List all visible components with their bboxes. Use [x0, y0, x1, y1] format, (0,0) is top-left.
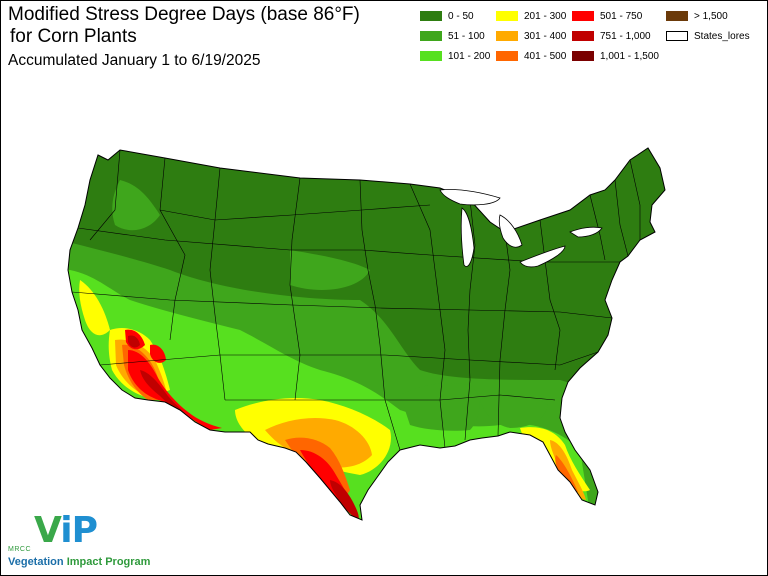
map-title: Modified Stress Degree Days (base 86°F)	[8, 4, 360, 25]
legend-label: 201 - 300	[524, 10, 567, 22]
legend-label: 751 - 1,000	[600, 30, 651, 42]
legend-swatch	[496, 11, 518, 21]
legend-label: States_lores	[694, 30, 750, 42]
legend-swatch	[496, 31, 518, 41]
great-lakes	[439, 189, 603, 268]
mrcc-label: MRCC	[8, 546, 31, 553]
legend-label: 301 - 400	[524, 30, 567, 42]
legend-swatch	[420, 51, 442, 61]
legend-item: 301 - 400	[496, 30, 566, 42]
legend-item: > 1,500	[666, 10, 728, 22]
legend-item: 1,001 - 1,500	[572, 50, 659, 62]
vip-logo: ViP MRCC Vegetation Impact Program	[8, 508, 168, 570]
legend-swatch	[572, 51, 594, 61]
legend-label: > 1,500	[694, 10, 728, 22]
legend-label: 0 - 50	[448, 10, 474, 22]
legend-swatch	[420, 11, 442, 21]
legend-item: 501 - 750	[572, 10, 642, 22]
legend-item: 401 - 500	[496, 50, 566, 62]
legend-item: 201 - 300	[496, 10, 566, 22]
zone-751-1000	[330, 480, 359, 520]
lake-superior	[439, 189, 501, 206]
legend-item: 0 - 50	[420, 10, 474, 22]
legend-label: 51 - 100	[448, 30, 485, 42]
lake-michigan	[460, 207, 475, 267]
legend-item: 751 - 1,000	[572, 30, 651, 42]
lake-ontario	[569, 226, 603, 238]
legend-label: 1,001 - 1,500	[600, 50, 659, 62]
legend-item: States_lores	[666, 30, 750, 42]
legend-item: 101 - 200	[420, 50, 490, 62]
legend-swatch	[666, 31, 688, 41]
legend-label: 501 - 750	[600, 10, 643, 22]
map-subtitle: Accumulated January 1 to 6/19/2025	[8, 52, 261, 69]
lake-erie	[519, 245, 566, 268]
lake-huron	[498, 214, 523, 248]
legend-swatch	[572, 31, 594, 41]
legend-swatch	[496, 51, 518, 61]
legend-swatch	[420, 31, 442, 41]
legend-item: 51 - 100	[420, 30, 485, 42]
heat-layer	[68, 148, 665, 520]
legend-swatch	[572, 11, 594, 21]
legend-label: 401 - 500	[524, 50, 567, 62]
map-title-line2: for Corn Plants	[10, 26, 137, 47]
legend-swatch	[666, 11, 688, 21]
legend-label: 101 - 200	[448, 50, 491, 62]
program-name: Vegetation Impact Program	[8, 556, 151, 568]
vip-mark: ViP	[34, 510, 98, 551]
